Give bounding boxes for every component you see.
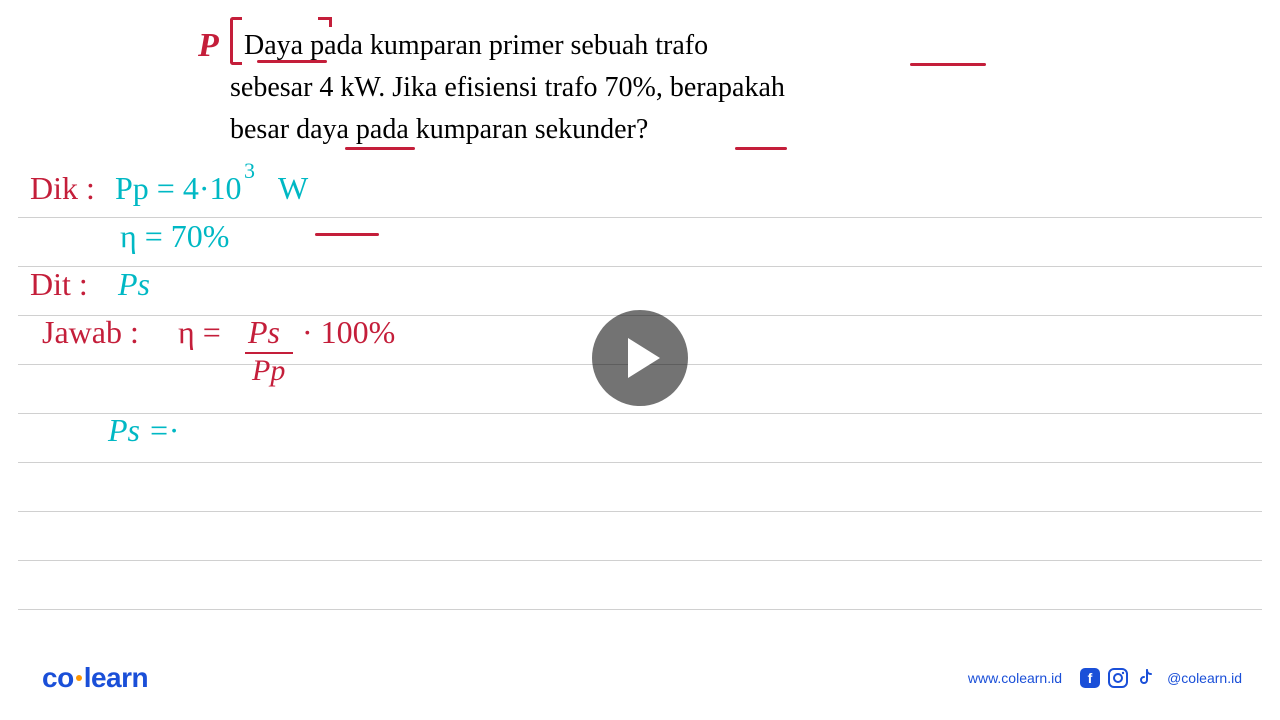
logo: colearn: [42, 662, 148, 694]
jawab-label: Jawab :: [42, 314, 139, 351]
play-icon: [628, 338, 660, 378]
footer: colearn www.colearn.id f @colearn.id: [0, 658, 1280, 698]
question-line2: sebesar 4 kW. Jika efisiensi trafo 70%, …: [230, 72, 785, 103]
bracket-top-right: [318, 17, 332, 27]
dik-pp: Pp = 4·10: [115, 170, 242, 207]
jawab-pct: · 100%: [302, 314, 395, 351]
logo-dot: [76, 675, 82, 681]
tiktok-icon: [1135, 667, 1157, 689]
svg-text:f: f: [1088, 670, 1093, 686]
play-button[interactable]: [592, 310, 688, 406]
question-line1: Daya pada kumparan primer sebuah trafo: [230, 30, 708, 61]
dik-pp-unit: W: [278, 170, 308, 207]
social-handle: @colearn.id: [1167, 670, 1242, 686]
social-icons: f @colearn.id: [1079, 667, 1242, 689]
jawab-eta: η =: [178, 314, 221, 351]
logo-learn: learn: [84, 662, 148, 693]
ps-line: Ps =·: [108, 412, 178, 449]
dit-value: Ps: [118, 266, 150, 303]
question-line3: besar daya pada kumparan sekunder?: [230, 114, 648, 145]
instagram-icon: [1107, 667, 1129, 689]
dik-label: Dik :: [30, 170, 95, 207]
question-text: P Daya pada kumparan primer sebuah trafo…: [230, 25, 1050, 151]
p-annotation: P: [198, 20, 219, 71]
underline-daya: [257, 60, 327, 63]
facebook-icon: f: [1079, 667, 1101, 689]
bracket-left: [230, 17, 242, 65]
jawab-frac-top: Ps: [248, 314, 280, 351]
footer-url: www.colearn.id: [968, 670, 1062, 686]
dik-eta: η = 70%: [120, 218, 229, 255]
jawab-frac-bot: Pp: [252, 354, 285, 388]
logo-co: co: [42, 662, 74, 693]
underline-trafo: [910, 63, 986, 66]
dik-pp-exp: 3: [244, 158, 255, 184]
dit-label: Dit :: [30, 266, 88, 303]
